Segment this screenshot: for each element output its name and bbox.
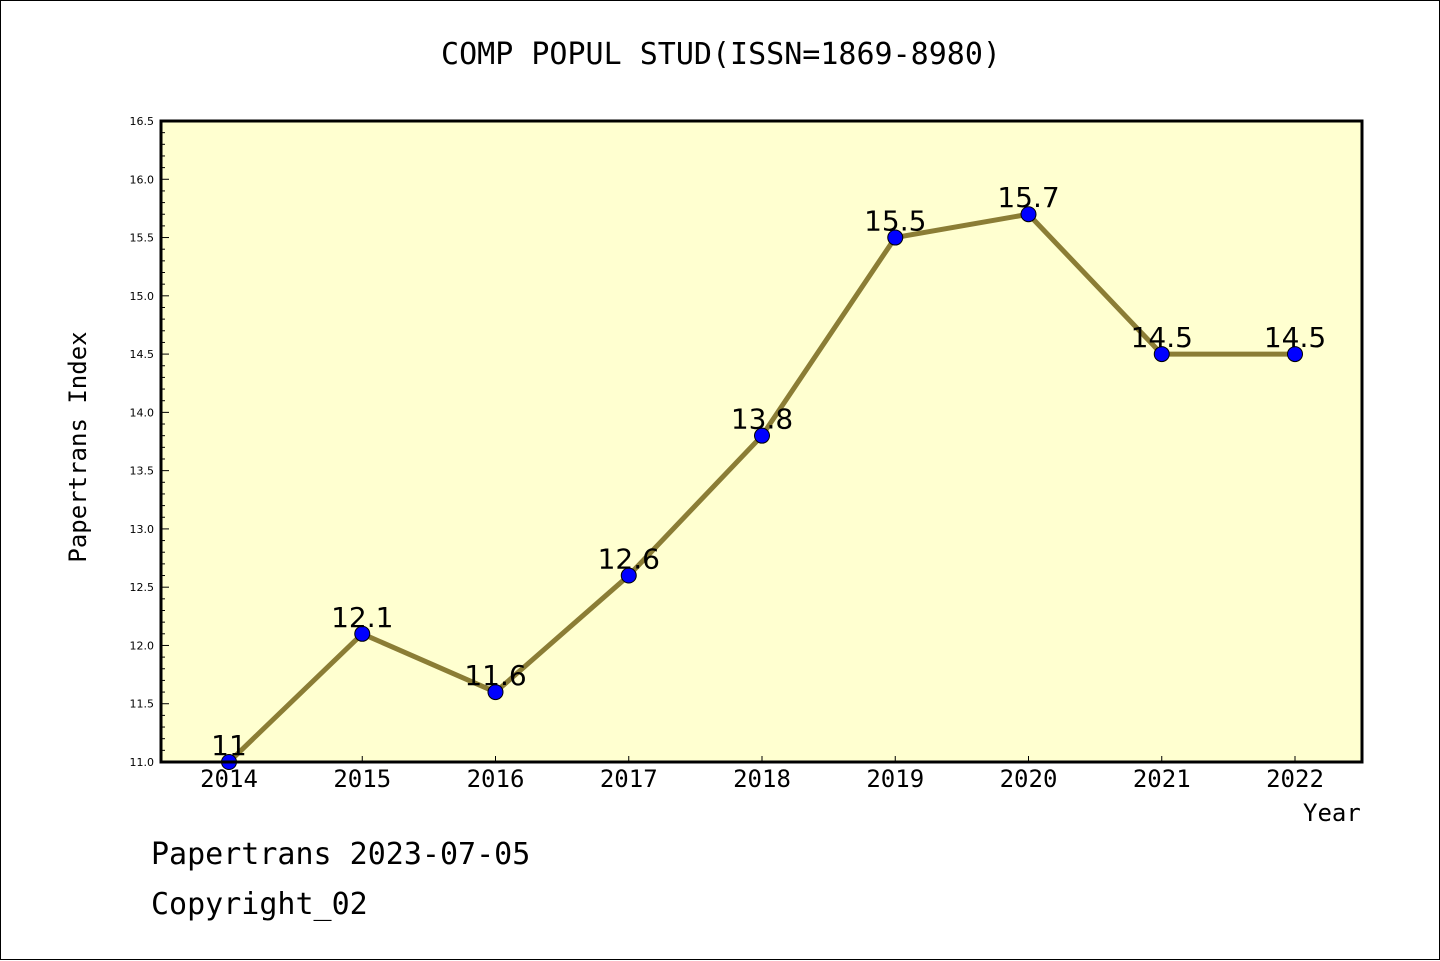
y-tick-label: 13.5: [130, 465, 155, 478]
data-label: 15.7: [997, 181, 1059, 214]
y-tick-label: 14.0: [130, 406, 155, 419]
data-point: [887, 229, 904, 246]
y-tick-label: 15.0: [130, 290, 155, 303]
x-tick-label: 2017: [600, 765, 658, 793]
data-label: 14.5: [1131, 321, 1193, 354]
x-tick-label: 2022: [1266, 765, 1324, 793]
y-tick-label: 15.5: [130, 232, 155, 245]
x-tick-label: 2020: [1000, 765, 1058, 793]
data-label: 14.5: [1264, 321, 1326, 354]
footer-copyright: Copyright_02: [151, 887, 368, 922]
chart-title: COMP POPUL STUD(ISSN=1869-8980): [441, 37, 1001, 72]
x-tick-label: 2018: [733, 765, 791, 793]
plot-frame: [159, 119, 1364, 764]
data-label: 11.6: [464, 659, 526, 692]
data-point: [354, 625, 371, 642]
y-tick-label: 13.0: [130, 523, 155, 536]
data-label: 15.5: [864, 205, 926, 238]
data-point: [620, 567, 637, 584]
x-tick-label: 2019: [866, 765, 924, 793]
data-point: [1153, 346, 1170, 363]
y-tick-label: 12.5: [130, 581, 155, 594]
data-point: [754, 427, 770, 444]
y-tick-label: 16.0: [130, 173, 155, 186]
y-tick-label: 16.5: [130, 115, 155, 128]
data-label: 12.6: [598, 543, 660, 576]
data-label: 12.1: [331, 601, 393, 634]
y-tick-label: 11.5: [130, 698, 155, 711]
x-tick-label: 2016: [467, 765, 525, 793]
data-label: 13.8: [731, 403, 793, 436]
y-tick-label: 11.0: [130, 756, 155, 769]
y-tick-label: 14.5: [130, 348, 155, 361]
x-axis-label: Year: [1303, 799, 1361, 827]
y-tick-label: 12.0: [130, 639, 155, 652]
data-point: [1287, 346, 1303, 363]
data-label: 11: [211, 729, 247, 762]
footer-date: Papertrans 2023-07-05: [151, 837, 531, 872]
data-point: [487, 684, 504, 701]
x-tick-label: 2015: [333, 765, 391, 793]
data-point: [1020, 206, 1037, 223]
x-tick-label: 2021: [1133, 765, 1191, 793]
